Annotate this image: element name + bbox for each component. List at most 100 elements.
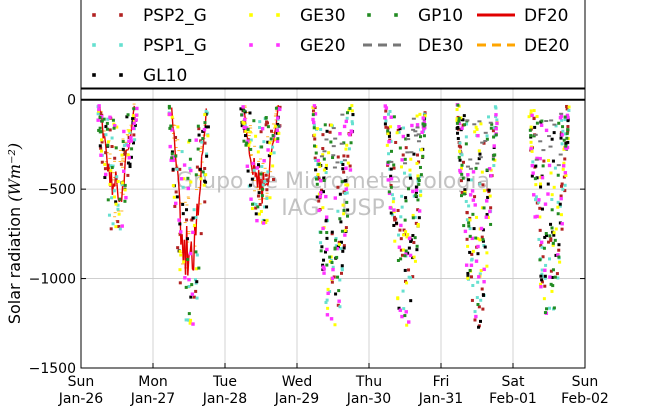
- diffuse-bar-DE20: [183, 222, 187, 224]
- point-GP10: [246, 127, 250, 131]
- point-PSP2_G: [417, 160, 421, 164]
- point-GE20: [539, 285, 543, 289]
- point-GL10: [121, 147, 125, 151]
- point-PSP1_G: [263, 179, 267, 183]
- point-PSP2_G: [317, 199, 321, 203]
- point-PSP1_G: [471, 284, 475, 288]
- point-GP10: [551, 241, 555, 245]
- point-GE30: [466, 276, 470, 280]
- point-GL10: [539, 185, 543, 189]
- y-tick-label: −1500: [29, 361, 76, 377]
- point-GP10: [130, 147, 134, 151]
- point-PSP1_G: [96, 112, 100, 116]
- point-DE30: [411, 117, 416, 120]
- point-PSP1_G: [122, 143, 126, 147]
- point-GE20: [530, 163, 534, 168]
- point-GP10: [461, 176, 465, 180]
- point-GE20: [471, 170, 476, 174]
- point-GP10: [549, 282, 553, 286]
- point-GP10: [312, 126, 316, 130]
- point-DE30: [534, 158, 539, 161]
- point-GE20: [548, 275, 552, 279]
- point-PSP2_G: [532, 116, 536, 120]
- point-PSP2_G: [411, 275, 415, 279]
- point-GE20: [476, 133, 480, 138]
- point-GL10: [483, 245, 487, 249]
- point-GE20: [97, 104, 101, 108]
- x-tick-label-date: Jan-28: [202, 391, 247, 407]
- point-PSP2_G: [407, 268, 411, 272]
- point-PSP2_G: [481, 183, 485, 187]
- point-GL10: [477, 157, 481, 161]
- x-tick-label-day: Sun: [68, 374, 95, 390]
- point-GP10: [481, 238, 485, 242]
- point-GP10: [457, 155, 461, 159]
- point-PSP2_G: [119, 162, 123, 166]
- point-GE20: [389, 115, 393, 119]
- point-PSP2_G: [316, 175, 320, 179]
- point-PSP1_G: [188, 166, 192, 170]
- point-GE30: [480, 170, 484, 174]
- point-GP10: [563, 115, 567, 119]
- point-PSP2_G: [399, 237, 403, 241]
- point-PSP1_G: [338, 305, 342, 309]
- point-PSP2_G: [178, 281, 182, 285]
- point-GE20: [469, 263, 474, 267]
- point-GL10: [178, 222, 182, 226]
- point-DE30: [415, 126, 420, 129]
- point-GL10: [276, 122, 280, 126]
- point-PSP2_G: [109, 227, 113, 231]
- point-PSP2_G: [415, 153, 419, 157]
- point-GE20: [529, 146, 533, 151]
- point-GE20: [414, 188, 419, 192]
- point-GP10: [348, 106, 352, 110]
- point-GL10: [336, 245, 340, 249]
- point-GE30: [318, 164, 322, 168]
- point-DE30: [342, 159, 347, 162]
- point-GE20: [275, 139, 280, 144]
- point-GE20: [565, 113, 570, 118]
- point-GP10: [392, 115, 396, 119]
- point-GE20: [544, 128, 549, 133]
- point-GE20: [330, 276, 335, 281]
- point-PSP2_G: [468, 216, 472, 220]
- point-GE20: [470, 189, 475, 193]
- point-PSP1_G: [343, 192, 347, 196]
- point-PSP2_G: [174, 190, 178, 194]
- point-GP10: [187, 312, 191, 316]
- point-DE30: [477, 120, 482, 123]
- point-PSP2_G: [563, 189, 567, 193]
- point-PSP2_G: [396, 128, 400, 132]
- point-PSP2_G: [412, 241, 416, 245]
- point-GE20: [530, 113, 534, 118]
- point-PSP2_G: [344, 226, 348, 230]
- point-GE20: [319, 191, 323, 195]
- point-GE30: [405, 281, 409, 285]
- point-GE20: [337, 299, 341, 303]
- point-GP10: [329, 140, 333, 144]
- point-GL10: [330, 230, 334, 234]
- point-PSP1_G: [128, 131, 132, 135]
- point-PSP1_G: [407, 275, 411, 279]
- point-GE30: [460, 166, 464, 170]
- point-GP10: [417, 179, 421, 183]
- point-GE20: [543, 268, 547, 272]
- point-PSP2_G: [470, 252, 474, 256]
- point-PSP2_G: [103, 167, 107, 171]
- y-tick-label: −500: [38, 182, 76, 198]
- point-GE20: [474, 314, 478, 319]
- point-GL10: [171, 167, 175, 171]
- point-PSP2_G: [116, 220, 120, 224]
- point-GE20: [422, 120, 427, 124]
- diffuse-bar-DE20: [274, 113, 278, 115]
- diffuse-bar-DE20: [117, 210, 121, 212]
- point-GE20: [251, 161, 255, 166]
- point-PSP1_G: [271, 145, 275, 149]
- point-GP10: [462, 224, 466, 228]
- point-GP10: [252, 119, 256, 123]
- point-GE30: [182, 260, 186, 264]
- legend-label-PSP1_G: PSP1_G: [143, 36, 207, 56]
- point-GP10: [168, 126, 172, 130]
- point-GE30: [393, 239, 397, 243]
